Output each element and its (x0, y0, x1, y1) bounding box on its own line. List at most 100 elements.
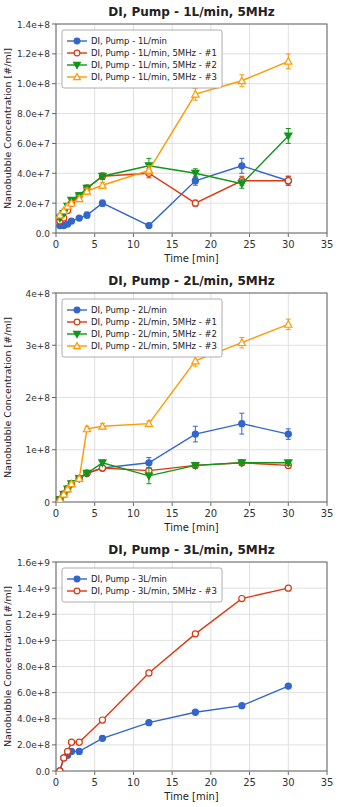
tick-mark (327, 502, 328, 506)
x-axis-label: Time [min] (163, 253, 218, 264)
legend-box (62, 568, 222, 602)
tick-mark (52, 113, 56, 114)
legend-label: DI, Pump - 1L/min, 5MHz - #2 (91, 60, 217, 70)
grid-line (56, 113, 327, 114)
data-point (76, 215, 82, 221)
plot-area (56, 24, 327, 233)
data-point (99, 460, 106, 466)
tick-mark (52, 24, 56, 25)
tick-mark (52, 588, 56, 589)
tick-mark (52, 345, 56, 346)
data-point (76, 195, 83, 201)
figure: 051015202530350.02.0e+74.0e+76.0e+78.0e+… (0, 0, 339, 807)
data-point (145, 167, 152, 173)
tick-label: 0 (53, 777, 59, 788)
data-point (285, 431, 291, 437)
plot-area (56, 293, 327, 502)
data-point (239, 703, 245, 709)
tick-label: 35 (321, 777, 334, 788)
tick-label: 5 (92, 239, 98, 250)
data-point (83, 188, 90, 194)
data-point (68, 218, 74, 224)
y-axis-label: Nanobubble Concentration [#/ml] (2, 48, 13, 209)
plot-frame (56, 562, 327, 771)
data-layer (57, 585, 292, 771)
data-point (192, 709, 198, 715)
legend-box (62, 30, 222, 88)
data-point (285, 58, 292, 64)
data-point (192, 463, 199, 469)
legend-label: DI, Pump - 3L/min (91, 574, 167, 584)
x-axis-label: Time [min] (163, 522, 218, 533)
data-point (146, 222, 152, 228)
tick-mark (94, 771, 95, 775)
data-point (68, 739, 74, 745)
data-point (239, 163, 245, 169)
data-point (61, 755, 67, 761)
data-point (145, 420, 152, 426)
tick-label: 10 (127, 239, 140, 250)
tick-label: 1.0e+8 (17, 79, 50, 89)
data-point (192, 200, 198, 206)
tick-mark (52, 449, 56, 450)
tick-mark (52, 666, 56, 667)
data-point (99, 717, 105, 723)
series-line (60, 324, 288, 499)
error-bar (100, 200, 105, 206)
legend-marker (74, 38, 80, 44)
tick-label: 5 (92, 777, 98, 788)
tick-label: 8.0e+8 (17, 662, 50, 672)
tick-label: 0.0 (36, 767, 51, 777)
data-point (146, 720, 152, 726)
tick-label: 15 (166, 777, 179, 788)
data-point (238, 460, 245, 466)
grid-line (56, 666, 327, 667)
tick-mark (52, 83, 56, 84)
tick-mark (288, 233, 289, 237)
tick-label: 1.2e+9 (17, 610, 50, 620)
legend-marker (74, 74, 81, 80)
title: DI, Pump - 3L/min, 5MHz (108, 543, 275, 557)
tick-label: 10 (127, 508, 140, 519)
tick-label: 30 (282, 777, 295, 788)
tick-mark (94, 502, 95, 506)
data-point (285, 133, 292, 139)
grid-line (56, 692, 327, 693)
legend-label: DI, Pump - 2L/min, 5MHz - #1 (91, 317, 217, 327)
grid-line (56, 449, 327, 450)
tick-mark (133, 233, 134, 237)
tick-label: 1.0e+9 (17, 636, 50, 646)
tick-label: 0 (53, 239, 59, 250)
legend-label: DI, Pump - 2L/min, 5MHz - #2 (91, 329, 217, 339)
series-line (60, 166, 288, 226)
error-bar (193, 426, 198, 442)
legend-label: DI, Pump - 3L/min, 5MHz - #3 (91, 586, 217, 596)
error-bar (286, 176, 291, 185)
data-point (285, 683, 291, 689)
series (56, 319, 292, 502)
error-bar (286, 176, 291, 185)
data-point (76, 475, 82, 481)
legend-label: DI, Pump - 1L/min, 5MHz - #3 (91, 72, 217, 82)
data-point (65, 748, 71, 754)
data-point (192, 357, 199, 363)
tick-label: 20 (204, 777, 217, 788)
tick-label: 2e+8 (25, 393, 50, 403)
legend-box (62, 299, 222, 357)
tick-mark (210, 771, 211, 775)
tick-label: 15 (166, 239, 179, 250)
data-point (238, 181, 245, 187)
data-point (192, 91, 199, 97)
series-line (60, 424, 288, 500)
data-point (146, 670, 152, 676)
grid-line (249, 24, 250, 233)
data-point (99, 173, 106, 179)
tick-label: 0 (44, 498, 50, 508)
tick-label: 15 (166, 508, 179, 519)
tick-label: 10 (127, 777, 140, 788)
legend-item: DI, Pump - 2L/min, 5MHz - #2 (67, 329, 217, 339)
error-bar (286, 429, 291, 439)
data-point (84, 470, 90, 476)
tick-mark (52, 614, 56, 615)
grid-line (56, 718, 327, 719)
